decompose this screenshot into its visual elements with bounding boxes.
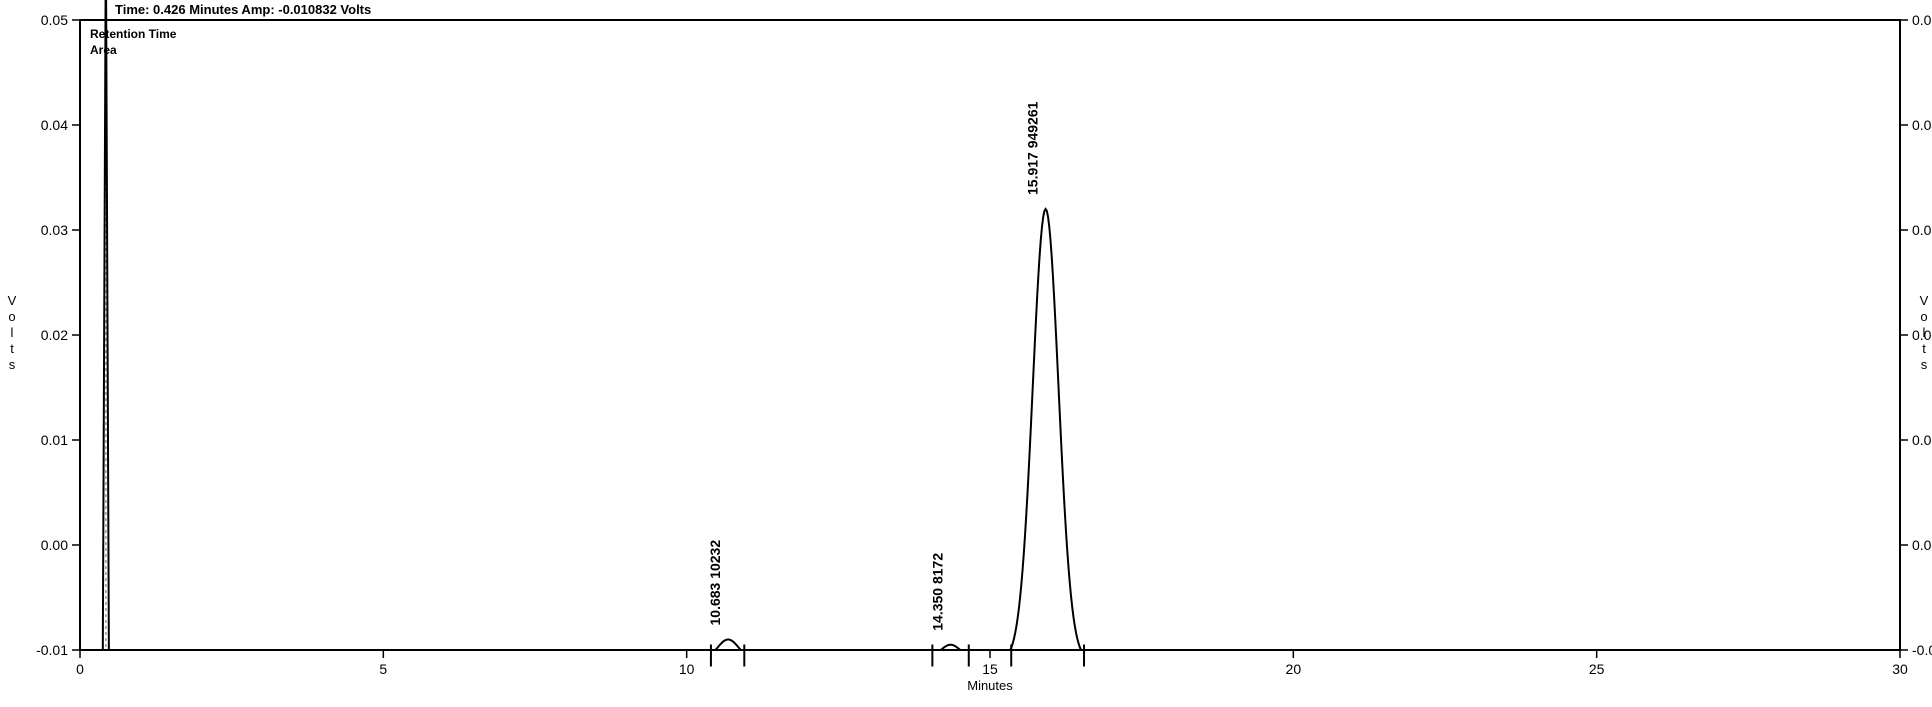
- peak-label: 10.683 10232: [707, 540, 723, 626]
- xtick: 0: [76, 661, 84, 677]
- y-axis-label-left: o: [8, 309, 15, 324]
- y-axis-label-left: t: [10, 341, 14, 356]
- ytick-left: 0.01: [41, 432, 68, 448]
- ytick-right: 0.00: [1912, 537, 1932, 553]
- y-axis-label-right: t: [1922, 341, 1926, 356]
- y-axis-label-left: V: [8, 293, 17, 308]
- ytick-left: 0.05: [41, 12, 68, 28]
- ytick-left: 0.02: [41, 327, 68, 343]
- xtick: 25: [1589, 661, 1605, 677]
- ytick-right: 0.05: [1912, 12, 1932, 28]
- header-text: Time: 0.426 Minutes Amp: -0.010832 Volts: [115, 2, 371, 17]
- xtick: 20: [1286, 661, 1302, 677]
- x-axis-label: Minutes: [967, 678, 1013, 693]
- ytick-left: 0.00: [41, 537, 68, 553]
- y-axis-label-right: s: [1921, 357, 1928, 372]
- ytick-right: 0.04: [1912, 117, 1932, 133]
- y-axis-label-right: l: [1923, 325, 1926, 340]
- y-axis-label-left: s: [9, 357, 16, 372]
- chromatogram-chart: Time: 0.426 Minutes Amp: -0.010832 Volts…: [0, 0, 1932, 707]
- xtick: 30: [1892, 661, 1908, 677]
- y-axis-label-left: l: [11, 325, 14, 340]
- xtick: 15: [982, 661, 998, 677]
- ytick-right: 0.03: [1912, 222, 1932, 238]
- xtick: 5: [379, 661, 387, 677]
- ytick-left: 0.03: [41, 222, 68, 238]
- ytick-left: 0.04: [41, 117, 68, 133]
- ytick-right: 0.01: [1912, 432, 1932, 448]
- y-axis-label-right: o: [1920, 309, 1927, 324]
- inplot-label-1: Retention Time: [90, 27, 177, 41]
- ytick-right: -0.01: [1912, 642, 1932, 658]
- xtick: 10: [679, 661, 695, 677]
- peak-label: 14.350 8172: [930, 553, 946, 631]
- plot-area: [80, 20, 1900, 650]
- inplot-label-2: Area: [90, 43, 117, 57]
- ytick-left: -0.01: [36, 642, 68, 658]
- peak-label: 15.917 949261: [1025, 101, 1041, 195]
- y-axis-label-right: V: [1920, 293, 1929, 308]
